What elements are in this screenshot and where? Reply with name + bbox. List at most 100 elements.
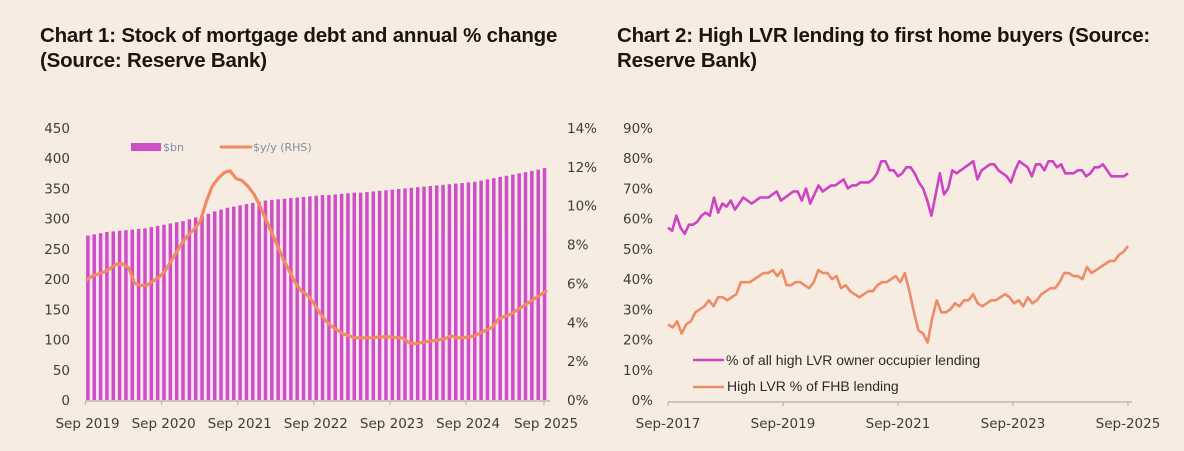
y2-tick-label: 14%	[567, 121, 597, 137]
y2-tick-label: 8%	[567, 238, 589, 254]
x-tick-label: Sep 2020	[132, 416, 196, 432]
y2-tick-label: 2%	[567, 354, 589, 370]
bar	[434, 185, 439, 400]
bar	[339, 193, 344, 400]
x-tick-label: Sep-2025	[1096, 416, 1161, 432]
bar	[333, 194, 337, 400]
bar	[200, 215, 204, 400]
bar	[371, 191, 376, 400]
y-tick-label: 10%	[623, 363, 653, 379]
bar	[346, 193, 350, 400]
y-tick-label: 50	[53, 363, 70, 379]
bar	[466, 182, 471, 400]
bar	[314, 195, 318, 400]
bar	[238, 205, 242, 400]
bar	[251, 202, 255, 400]
y-tick-label: 100	[44, 333, 70, 349]
bar	[485, 179, 490, 400]
y-tick-label: 150	[44, 302, 70, 318]
y-tick-label: 30%	[623, 302, 653, 318]
bar	[263, 200, 268, 400]
x-tick-label: Sep 2025	[514, 416, 578, 432]
y-tick-label: 40%	[623, 272, 653, 288]
chart1-left-axis: 0 50 100 150 200 250 300 350 400 450	[44, 121, 70, 409]
legend-swatch-bars	[131, 143, 161, 151]
bar	[295, 197, 299, 400]
bar	[187, 219, 192, 400]
bar	[377, 190, 382, 400]
bar	[225, 207, 230, 400]
y2-tick-label: 6%	[567, 276, 589, 292]
bar	[149, 227, 154, 400]
bar	[105, 231, 109, 400]
bar	[117, 230, 122, 400]
y-tick-label: 200	[44, 272, 70, 288]
bar	[403, 188, 407, 400]
y-tick-label: 400	[44, 151, 70, 167]
legend-label-bn: $bn	[163, 141, 184, 154]
y-tick-label: 70%	[623, 181, 653, 197]
y-tick-label: 20%	[623, 333, 653, 349]
bar	[98, 233, 103, 400]
bar	[498, 176, 502, 400]
bar	[270, 199, 274, 400]
bar	[155, 225, 160, 400]
chart2-x-axis: Sep-2017 Sep-2019 Sep-2021 Sep-2023 Sep-2025	[636, 401, 1161, 432]
x-tick-label: Sep 2024	[436, 416, 500, 432]
y2-tick-label: 4%	[567, 315, 589, 331]
bar	[492, 178, 496, 400]
bar	[327, 195, 331, 400]
bar	[358, 192, 363, 400]
chart2-line-owner-occupier	[667, 159, 1129, 236]
legend-label-yy: $y/y (RHS)	[253, 141, 312, 154]
bar	[174, 222, 179, 400]
bar	[390, 189, 395, 400]
chart2-legend: % of all high LVR owner occupier lending…	[693, 352, 980, 394]
bar	[511, 174, 515, 400]
y-tick-label: 0%	[632, 393, 654, 409]
bar	[422, 186, 426, 400]
bar	[504, 175, 509, 400]
chart1-title: Chart 1: Stock of mortgage debt and annu…	[40, 24, 558, 72]
bar	[320, 195, 325, 400]
bar	[162, 224, 166, 400]
bar	[460, 183, 464, 400]
x-tick-label: Sep 2023	[360, 416, 424, 432]
bar	[244, 204, 249, 400]
bar	[212, 211, 217, 400]
x-tick-label: Sep-2019	[751, 416, 816, 432]
bar	[409, 187, 414, 400]
bar	[479, 180, 483, 400]
bar	[276, 199, 280, 400]
x-tick-label: Sep 2022	[284, 416, 348, 432]
chart1-right-axis: 0% 2% 4% 6% 8% 10% 12% 14%	[567, 121, 597, 409]
bar	[257, 201, 261, 400]
bar	[473, 181, 477, 400]
chart1-bars	[86, 167, 547, 400]
bar	[232, 206, 236, 400]
bar	[384, 190, 388, 400]
bar	[181, 221, 185, 400]
bar	[352, 192, 357, 400]
legend-label-fhb: High LVR % of FHB lending	[727, 378, 899, 394]
bar	[536, 169, 540, 400]
bar	[219, 209, 223, 400]
chart1-line-yy	[85, 169, 548, 346]
chart1-legend: $bn $y/y (RHS)	[131, 141, 312, 154]
bar	[301, 196, 306, 400]
bar	[206, 213, 211, 400]
bar	[130, 229, 135, 400]
bar	[428, 186, 433, 400]
bar	[396, 189, 401, 400]
bar	[447, 184, 452, 400]
bar	[441, 184, 445, 400]
y-tick-label: 450	[44, 121, 70, 137]
chart2-title: Chart 2: High LVR lending to first home …	[617, 24, 1151, 72]
x-tick-label: Sep 2021	[208, 416, 272, 432]
x-tick-label: Sep-2017	[636, 416, 701, 432]
bar	[542, 167, 547, 400]
bar	[193, 217, 198, 400]
bar	[168, 223, 173, 400]
y-tick-label: 0	[61, 393, 70, 409]
